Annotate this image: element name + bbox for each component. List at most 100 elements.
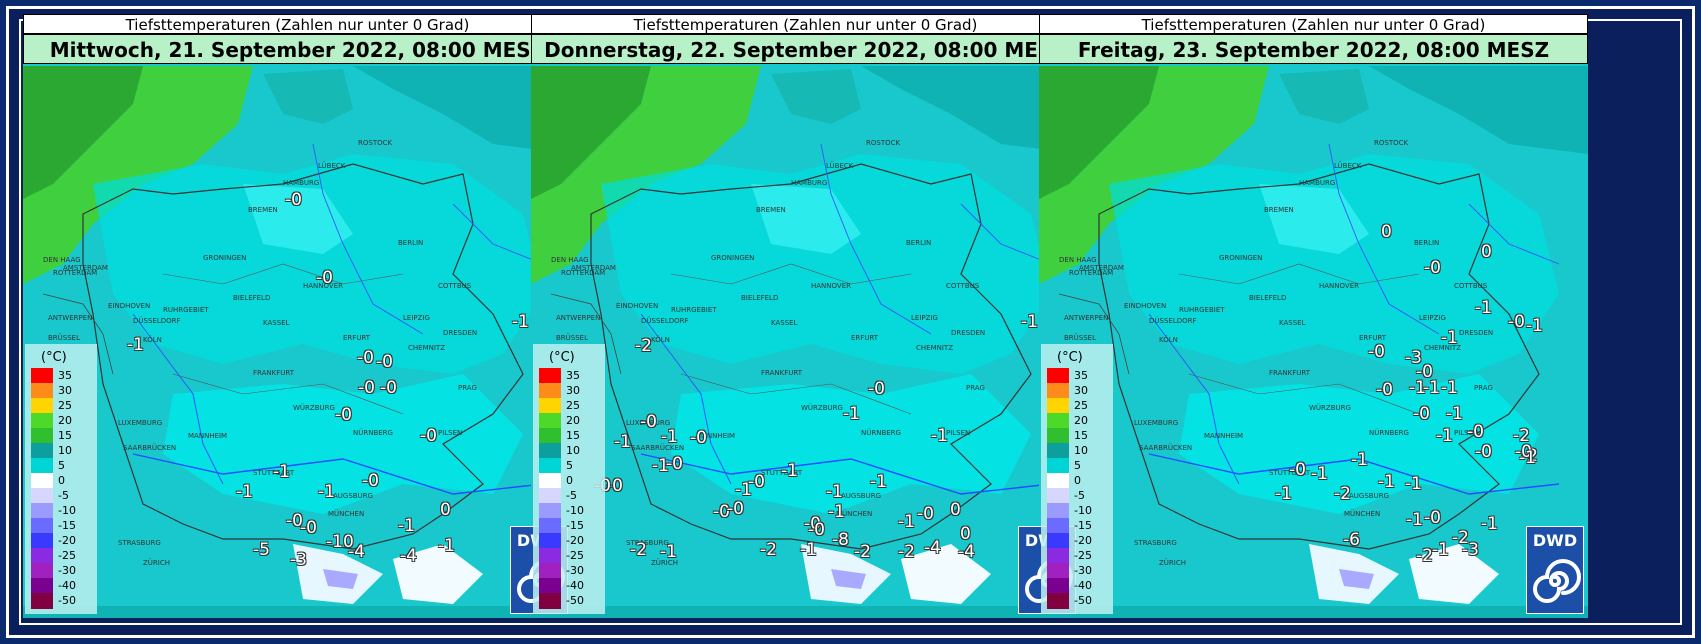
city-label: BREMEN: [756, 206, 786, 214]
legend-swatch: [1047, 473, 1069, 489]
city-label: EINDHOVEN: [108, 302, 151, 310]
legend-label: 35: [566, 369, 580, 382]
legend-row: 30: [1047, 383, 1107, 399]
min-temperature-value: -0: [808, 520, 825, 540]
city-label: MÜNCHEN: [836, 510, 873, 518]
legend-row: -20: [1047, 533, 1107, 549]
city-label: STUTTGART: [761, 469, 803, 477]
legend-label: -30: [58, 564, 76, 577]
city-label: GRONINGEN: [203, 254, 247, 262]
legend-row: -40: [1047, 578, 1107, 594]
legend-row: 0: [1047, 473, 1107, 489]
legend-row: -40: [539, 578, 599, 594]
city-label: STUTTGART: [253, 469, 295, 477]
legend-label: 5: [566, 459, 573, 472]
legend-swatch: [1047, 443, 1069, 459]
legend-label: -15: [58, 519, 76, 532]
legend-row: 20: [1047, 413, 1107, 429]
min-temperature-value: -8: [832, 530, 849, 550]
min-temperature-value: -0: [285, 190, 302, 210]
city-label: CHEMNITZ: [408, 344, 445, 352]
legend-label: -10: [58, 504, 76, 517]
min-temperature-value: -2: [1334, 484, 1351, 504]
legend-row: -50: [1047, 593, 1107, 609]
city-label: ROSTOCK: [866, 139, 901, 147]
city-label: COTTBUS: [438, 282, 472, 290]
city-label: ROSTOCK: [1374, 139, 1409, 147]
min-temperature-value: -1: [652, 456, 669, 476]
city-label: BRÜSSEL: [48, 334, 80, 342]
legend-row: -10: [31, 503, 91, 519]
legend-row: 5: [31, 458, 91, 474]
city-label: GRONINGEN: [1219, 254, 1263, 262]
legend-label: 0: [566, 474, 573, 487]
min-temperature-value: -1: [1409, 378, 1426, 398]
city-label: KASSEL: [771, 319, 798, 327]
city-label: LÜBECK: [318, 162, 346, 170]
legend-swatch: [539, 458, 561, 474]
min-temperature-value: -1: [1311, 464, 1328, 484]
city-label: CHEMNITZ: [1424, 344, 1461, 352]
min-temperature-value: -3: [1405, 348, 1422, 368]
legend-swatch: [31, 503, 53, 519]
legend-row: 15: [539, 428, 599, 444]
legend-row: -30: [539, 563, 599, 579]
legend-row: -20: [31, 533, 91, 549]
legend-row: 30: [539, 383, 599, 399]
min-temperature-value: -0: [727, 499, 744, 519]
min-temperature-value: -0: [1424, 258, 1441, 278]
city-label: AMSTERDAM: [571, 264, 616, 272]
legend-row: 35: [31, 368, 91, 384]
city-label: LÜBECK: [1334, 162, 1362, 170]
legend-swatch: [31, 473, 53, 489]
legend-row: 20: [539, 413, 599, 429]
city-label: ROSTOCK: [358, 139, 393, 147]
legend-swatch: [1047, 413, 1069, 429]
map-panel: AMSTERDAM DEN HAAG ROTTERDAM ANTWERPEN BRÜSS…: [23, 14, 572, 618]
legend-label: 15: [58, 429, 72, 442]
city-label: LEIPZIG: [911, 314, 938, 322]
min-temperature-value: -2: [1513, 426, 1530, 446]
min-temperature-value: -1: [127, 335, 144, 355]
panel-title: Mittwoch, 21. September 2022, 08:00 MESZ: [23, 34, 572, 64]
legend-row: 30: [31, 383, 91, 399]
min-temperature-value: -0: [316, 268, 333, 288]
city-label: HANNOVER: [811, 282, 851, 290]
city-label: DRESDEN: [951, 329, 986, 337]
legend-swatch: [1047, 518, 1069, 534]
legend-swatch: [31, 578, 53, 594]
min-temperature-value: -1: [898, 512, 915, 532]
city-label: LEIPZIG: [1419, 314, 1446, 322]
legend-swatch: [1047, 503, 1069, 519]
city-label: WÜRZBURG: [1309, 404, 1351, 412]
min-temperature-value: -1: [398, 516, 415, 536]
min-temperature-value: -0: [1475, 442, 1492, 462]
legend-row: 5: [1047, 458, 1107, 474]
legend-row: -15: [1047, 518, 1107, 534]
legend-label: -15: [566, 519, 584, 532]
legend-unit: (°C): [41, 350, 67, 365]
city-label: BRÜSSEL: [556, 334, 588, 342]
legend-label: 25: [566, 399, 580, 412]
legend-label: -5: [58, 489, 69, 502]
city-label: MANNHEIM: [1204, 432, 1244, 440]
temperature-legend: (°C) 35 30 25 20 15 10 5 0 -5 -10 -15 -20 -25 -30 -40 -5…: [533, 344, 605, 614]
panel-subtitle: Tiefsttemperaturen (Zahlen nur unter 0 G…: [1039, 14, 1588, 34]
min-temperature-value: -1: [931, 426, 948, 446]
city-label: LEIPZIG: [403, 314, 430, 322]
legend-swatch: [31, 443, 53, 459]
legend-label: 10: [566, 444, 580, 457]
city-label: ROTTERDAM: [53, 269, 98, 277]
legend-row: 20: [31, 413, 91, 429]
city-label: STRASBURG: [1134, 539, 1177, 547]
legend-label: 5: [1074, 459, 1081, 472]
min-temperature-value: -0: [286, 511, 303, 531]
city-label: ROTTERDAM: [1069, 269, 1114, 277]
min-temperature-value: -1: [1481, 514, 1498, 534]
legend-row: -15: [31, 518, 91, 534]
legend-swatch: [31, 383, 53, 399]
city-label: STRASBURG: [626, 539, 669, 547]
city-label: AUGSBURG: [333, 492, 373, 500]
city-label: NÜRNBERG: [353, 429, 393, 437]
min-temperature-value: -0: [335, 405, 352, 425]
